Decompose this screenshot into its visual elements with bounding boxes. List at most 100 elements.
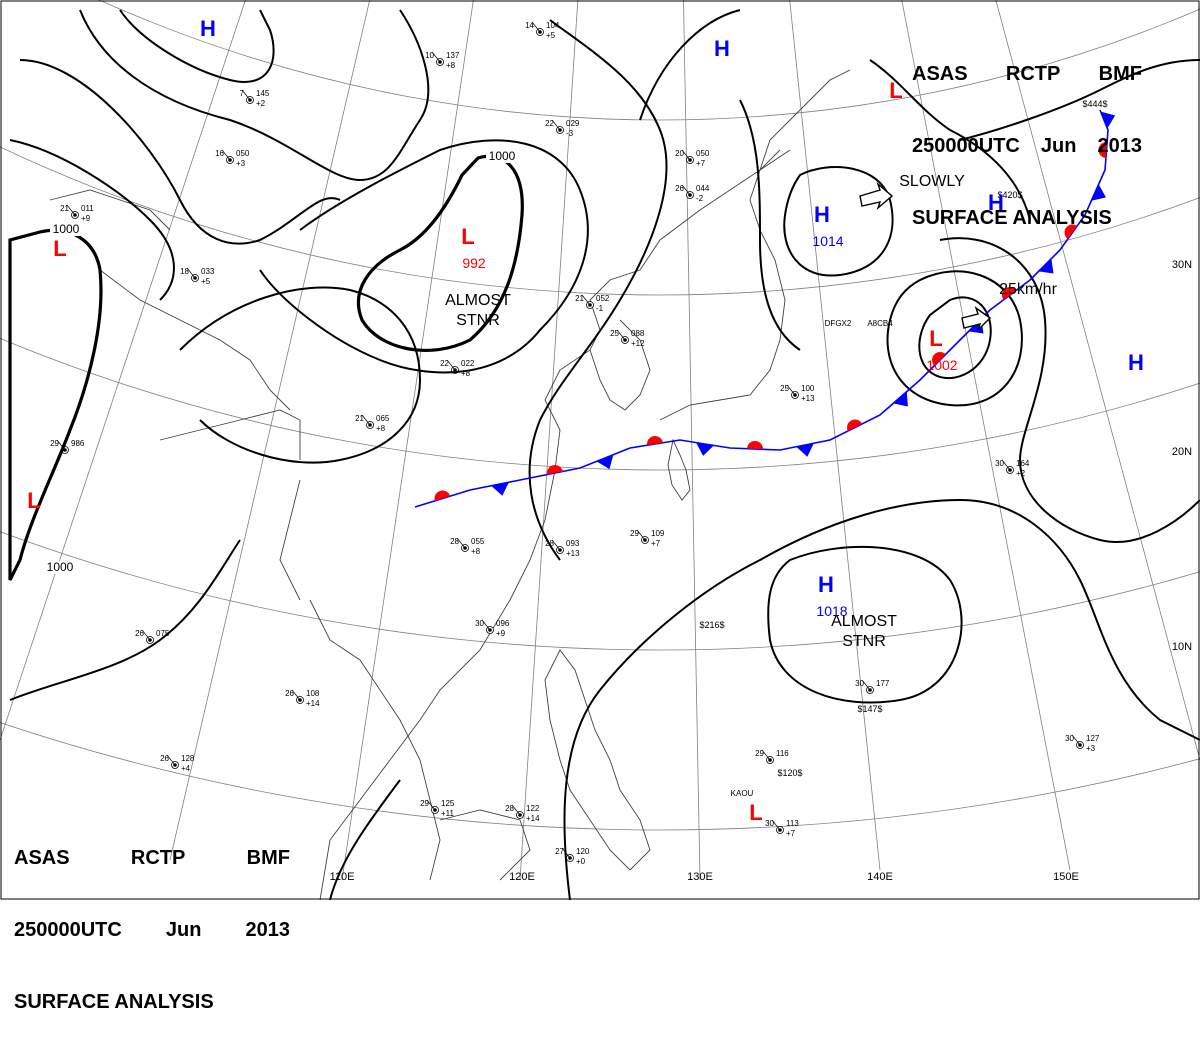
station-pressure: 125	[441, 799, 455, 808]
station-temp: 29	[755, 749, 764, 758]
almost-stnr-pacific: STNR	[842, 633, 886, 650]
almost-stnr-pacific: ALMOST	[831, 613, 897, 630]
center-symbol: L	[53, 236, 66, 261]
low-west: L	[53, 236, 66, 261]
station-tendency: +3	[236, 159, 246, 168]
station-pressure: 033	[201, 267, 215, 276]
isobar-1000-bottom-left: 1000	[47, 560, 74, 574]
station-tendency: +0	[576, 857, 586, 866]
station-temp: 18	[180, 267, 189, 276]
warm-front-semicircle-icon	[647, 436, 663, 446]
isobar-label-bg	[486, 150, 518, 163]
station-plot: 29 109+7	[630, 529, 665, 548]
longitude-label: 140E	[867, 871, 893, 883]
isobar-line	[918, 296, 992, 380]
wind-barb-icon	[141, 629, 151, 641]
wind-barb-icon	[426, 799, 436, 811]
ship-label: $147$	[857, 704, 882, 714]
wind-barb-icon	[531, 21, 541, 33]
high-japan-sea: H 1014	[812, 202, 843, 249]
station-plot: 26 128+4	[160, 754, 195, 773]
station-temp: 7	[240, 89, 245, 98]
wind-barb-icon	[581, 294, 591, 306]
station-temp: 29	[630, 529, 639, 538]
station-plot: 30 177	[855, 679, 890, 694]
station-tendency: +5	[546, 31, 556, 40]
meridian-line	[995, 0, 1200, 761]
header-year: 2013	[1097, 135, 1143, 157]
station-plot: 26 108+14	[285, 689, 320, 708]
isobar-label-bg	[50, 223, 82, 236]
header-month: Jun	[165, 919, 202, 941]
station-plot: 22 029-3	[545, 119, 580, 138]
station-temp: 29	[420, 799, 429, 808]
station-pressure: 109	[651, 529, 665, 538]
station-tendency: +8	[471, 547, 481, 556]
isobar-line	[179, 286, 422, 464]
station-pressure: 177	[876, 679, 890, 688]
ship-label: $120$	[777, 768, 802, 778]
station-temp: 20	[675, 149, 684, 158]
meridian-line	[683, 0, 701, 881]
station-pressure: 122	[526, 804, 540, 813]
station-id: A8CB4	[867, 319, 893, 328]
cold-front-triangle-icon	[596, 454, 614, 470]
center-symbol: H	[200, 16, 216, 41]
high-japan-north: H	[714, 36, 730, 61]
station-plot: 25 100+13	[780, 384, 815, 403]
station-temp: 28	[505, 804, 514, 813]
low-far-west: L	[27, 488, 40, 513]
isobars: 1000 1000 1000	[8, 9, 1200, 900]
station-plot: 20 050+7	[675, 149, 710, 168]
station-temp: 28	[450, 537, 459, 546]
low-south: L	[749, 800, 762, 825]
header-agency: ASAS	[912, 63, 968, 85]
station-plot: 10 137+8	[425, 51, 460, 70]
wind-barb-icon	[1001, 459, 1011, 471]
wind-barb-icon	[861, 679, 871, 691]
header-station: RCTP	[1005, 63, 1061, 85]
wind-barb-icon	[1071, 734, 1081, 746]
header-time: 250000UTC	[912, 135, 1020, 157]
station-temp: 22	[545, 119, 554, 128]
station-id: DFGX2	[825, 319, 852, 328]
isobar-line	[9, 139, 175, 301]
header-year: 2013	[245, 919, 291, 941]
station-pressure: 044	[696, 184, 710, 193]
station-tendency: +11	[441, 809, 455, 818]
station-pressure: 011	[81, 204, 94, 213]
meridian-line	[0, 0, 246, 741]
station-tendency: -1	[596, 304, 604, 313]
wind-barb-icon	[771, 819, 781, 831]
header-product: SURFACE ANALYSIS	[14, 991, 214, 1013]
station-pressure: 050	[696, 149, 710, 158]
station-tendency: -2	[696, 194, 704, 203]
almost-stnr-china: ALMOST	[445, 292, 511, 309]
station-temp: 30	[475, 619, 484, 628]
station-tendency: +8	[376, 424, 386, 433]
isobar-line	[9, 539, 241, 701]
coastline	[49, 189, 171, 231]
latitude-label: 20N	[1172, 446, 1192, 458]
station-plot: 16 050+3	[215, 149, 250, 168]
station-tendency: +3	[1086, 744, 1096, 753]
center-symbol: L	[27, 488, 40, 513]
warm-front-semicircle-icon	[847, 419, 863, 432]
longitude-label: 130E	[687, 871, 713, 883]
station-pressure: 104	[546, 21, 560, 30]
station-plot: 14 104+5	[525, 21, 560, 40]
station-temp: 26	[285, 689, 294, 698]
station-temp: 26	[160, 754, 169, 763]
station-tendency: +14	[306, 699, 320, 708]
wind-barb-icon	[456, 537, 466, 549]
wind-barb-icon	[241, 89, 251, 101]
isobar-line	[959, 59, 1200, 141]
wind-barb-icon	[681, 184, 691, 196]
isobar-line	[356, 154, 524, 352]
station-tendency: +9	[496, 629, 506, 638]
wind-barb-icon	[616, 329, 626, 341]
warm-front-semicircle-icon	[434, 490, 451, 501]
station-tendency: -3	[566, 129, 574, 138]
center-symbol: H	[1128, 350, 1144, 375]
